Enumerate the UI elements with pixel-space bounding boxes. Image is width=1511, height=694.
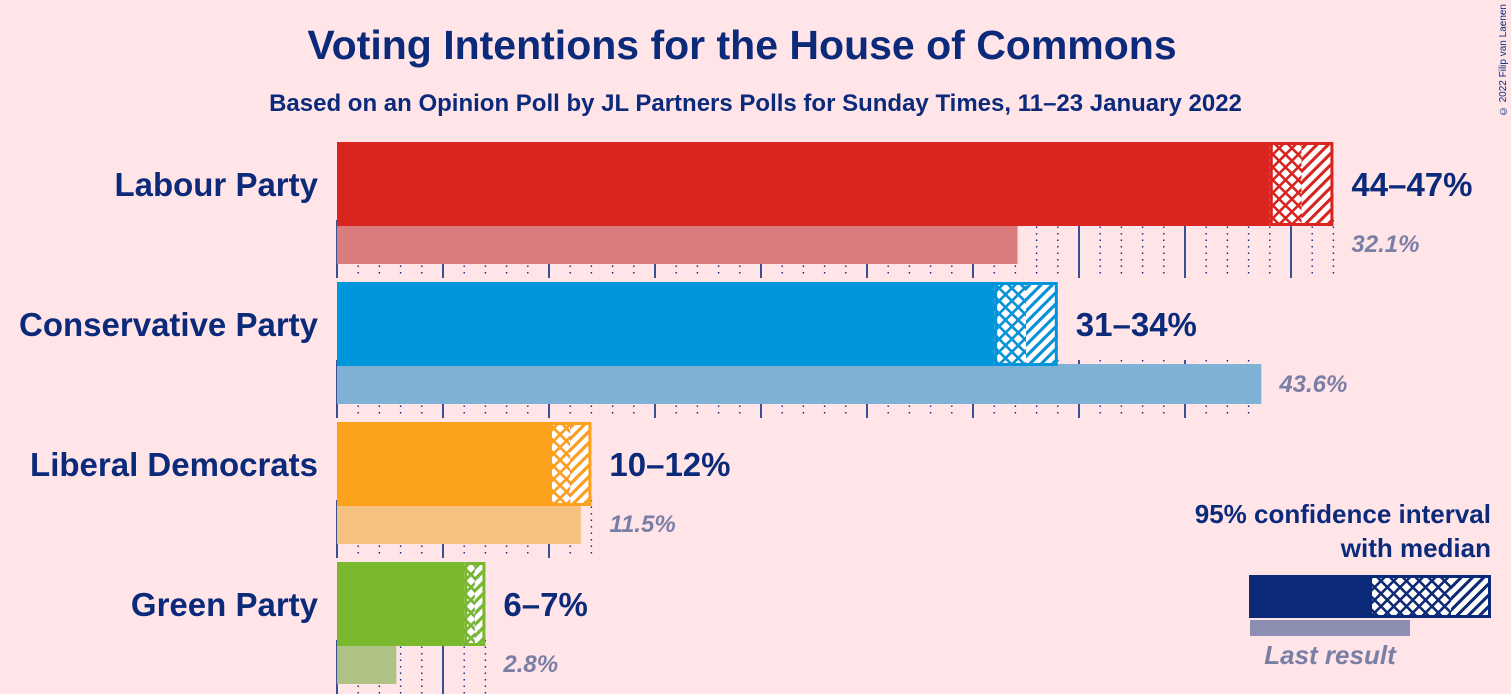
ci-solid-bar: [337, 282, 995, 366]
ci-tint: [1269, 142, 1302, 226]
ci-outline: [549, 422, 592, 506]
ci-outline: [994, 282, 1058, 366]
ci-outline: [464, 562, 486, 646]
range-label: 44–47%: [1351, 166, 1472, 203]
ci-tint: [1301, 142, 1334, 226]
ci-tint: [474, 562, 486, 646]
ci-tint: [994, 282, 1026, 366]
last-result-label: 11.5%: [609, 511, 675, 538]
last-result-bar: [337, 644, 397, 684]
ci-tint: [549, 422, 571, 506]
legend-last-bar: [1250, 620, 1410, 636]
legend-ci-outline: [1369, 575, 1491, 618]
ci-outline: [1269, 142, 1334, 226]
range-label: 10–12%: [609, 446, 730, 483]
ci-band: [994, 282, 1058, 366]
ci-band: [464, 562, 486, 646]
legend-solid-bar: [1249, 575, 1369, 618]
bars: [337, 142, 1334, 684]
legend-hatch-tint: [1451, 575, 1491, 618]
legend-ci-label-line2: with median: [1340, 533, 1491, 563]
category-label: Labour Party: [114, 166, 318, 203]
legend-graphic: [1249, 575, 1491, 636]
ci-band: [1269, 142, 1334, 226]
chart-subtitle: Based on an Opinion Poll by JL Partners …: [269, 90, 1242, 117]
last-result-bar: [337, 364, 1262, 404]
labels: Labour Party 44–47% 32.1% Conservative Part…: [19, 166, 1472, 678]
ci-tint: [570, 422, 592, 506]
ci-band: [549, 422, 592, 506]
range-label: 6–7%: [503, 586, 587, 623]
ci-tint: [464, 562, 475, 646]
ci-solid-bar: [337, 422, 549, 506]
last-result-bar: [337, 224, 1018, 264]
chart-title: Voting Intentions for the House of Commo…: [307, 22, 1177, 68]
range-label: 31–34%: [1076, 306, 1197, 343]
category-label: Green Party: [131, 586, 319, 623]
legend-last-result-label: Last result: [1264, 640, 1396, 670]
last-result-label: 2.8%: [502, 651, 558, 678]
legend-crosshatch-tint: [1369, 575, 1451, 618]
category-label: Conservative Party: [19, 306, 319, 343]
last-result-label: 43.6%: [1278, 371, 1347, 398]
last-result-label: 32.1%: [1351, 231, 1419, 258]
last-result-bar: [337, 504, 581, 544]
legend-ci-label-line1: 95% confidence interval: [1194, 499, 1491, 529]
ci-tint: [1026, 282, 1058, 366]
ci-solid-bar: [337, 142, 1270, 226]
category-label: Liberal Democrats: [30, 446, 318, 483]
ci-solid-bar: [337, 562, 465, 646]
